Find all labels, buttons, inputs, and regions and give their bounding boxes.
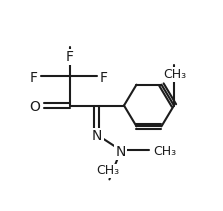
Text: F: F (30, 71, 38, 85)
Text: F: F (66, 50, 74, 64)
Text: F: F (100, 71, 108, 85)
Text: CH₃: CH₃ (96, 164, 119, 177)
Text: N: N (92, 129, 102, 143)
Text: CH₃: CH₃ (153, 145, 176, 158)
Text: O: O (29, 100, 40, 114)
Text: N: N (116, 145, 126, 159)
Text: CH₃: CH₃ (163, 68, 187, 81)
